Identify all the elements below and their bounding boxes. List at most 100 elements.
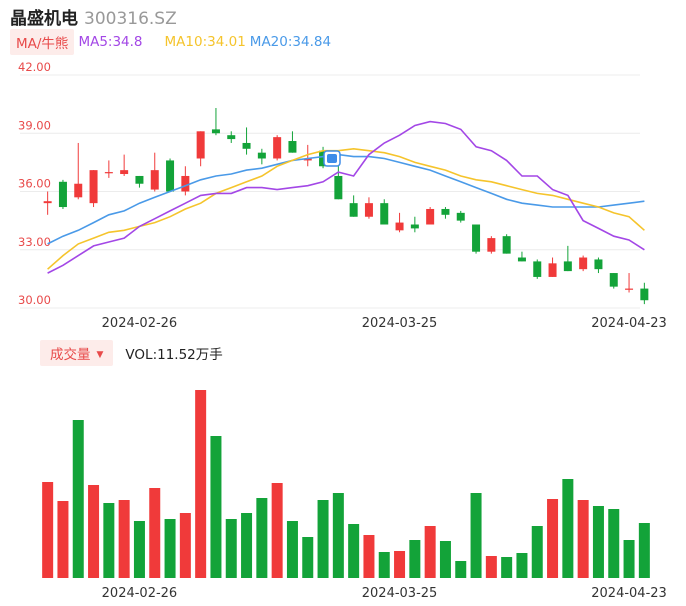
candle-body[interactable] bbox=[273, 137, 282, 159]
volume-bar[interactable] bbox=[164, 519, 176, 578]
candle-body[interactable] bbox=[426, 208, 435, 225]
volume-bar[interactable] bbox=[149, 488, 161, 578]
volume-bar[interactable] bbox=[516, 553, 528, 578]
volume-bar[interactable] bbox=[88, 485, 100, 578]
candle-body[interactable] bbox=[120, 170, 129, 175]
volume-bar[interactable] bbox=[363, 535, 375, 578]
volume-bar[interactable] bbox=[118, 500, 130, 578]
candle-body[interactable] bbox=[349, 203, 358, 217]
volume-bar[interactable] bbox=[577, 500, 589, 578]
volume-bar[interactable] bbox=[409, 540, 421, 578]
candle-body[interactable] bbox=[502, 236, 511, 254]
candle-body[interactable] bbox=[579, 257, 588, 270]
volume-bar[interactable] bbox=[302, 537, 314, 578]
volume-bar[interactable] bbox=[439, 541, 451, 578]
candle-body[interactable] bbox=[395, 222, 404, 231]
price-tick-label: 42.00 bbox=[18, 60, 51, 74]
volume-bar[interactable] bbox=[562, 479, 574, 578]
volume-bar[interactable] bbox=[531, 526, 543, 578]
volume-bar[interactable] bbox=[424, 526, 436, 578]
candle-body[interactable] bbox=[181, 175, 190, 192]
volume-bar[interactable] bbox=[286, 521, 298, 578]
candle-body[interactable] bbox=[227, 135, 236, 140]
volume-bar[interactable] bbox=[317, 500, 329, 578]
ma10-line bbox=[47, 147, 645, 270]
candle-body[interactable] bbox=[472, 224, 481, 252]
candle-body[interactable] bbox=[640, 288, 649, 301]
volume-bar[interactable] bbox=[210, 436, 222, 578]
volume-bar[interactable] bbox=[133, 521, 145, 578]
ma-indicator-button[interactable]: MA/牛熊 bbox=[10, 29, 75, 55]
volume-bar[interactable] bbox=[470, 493, 482, 578]
candle-body[interactable] bbox=[135, 175, 144, 184]
volume-bar[interactable] bbox=[42, 482, 54, 578]
price-tick-label: 33.00 bbox=[18, 235, 51, 249]
candle-body[interactable] bbox=[211, 129, 220, 134]
candle-body[interactable] bbox=[487, 238, 496, 252]
candle-body[interactable] bbox=[334, 175, 343, 200]
volume-bar[interactable] bbox=[501, 557, 513, 578]
candle-body[interactable] bbox=[288, 141, 297, 153]
volume-bar[interactable] bbox=[455, 561, 467, 578]
candle-body[interactable] bbox=[89, 170, 98, 204]
volume-bar[interactable] bbox=[623, 540, 635, 578]
volume-bar[interactable] bbox=[179, 513, 191, 578]
volume-bar[interactable] bbox=[592, 506, 604, 578]
candle-body[interactable] bbox=[456, 212, 465, 221]
candle-body[interactable] bbox=[257, 152, 266, 159]
volume-bar[interactable] bbox=[256, 498, 268, 578]
ma5-legend-label: MA5:34.8 bbox=[78, 34, 143, 50]
event-marker-icon[interactable] bbox=[323, 150, 341, 167]
stock-header: 晶盛机电 300316.SZ bbox=[10, 4, 177, 29]
candle-body[interactable] bbox=[364, 203, 373, 217]
price-tick-label: 30.00 bbox=[18, 293, 51, 307]
candle-body[interactable] bbox=[242, 142, 251, 149]
ma10-legend-label: MA10:34.01 bbox=[164, 34, 246, 50]
candle-body[interactable] bbox=[548, 263, 557, 277]
candle-body[interactable] bbox=[74, 183, 83, 198]
dropdown-caret-icon: ▼ bbox=[96, 350, 104, 360]
ma-legend: MA/牛熊 MA5:34.8 MA10:34.01 MA20:34.84 bbox=[10, 29, 331, 55]
volume-bar[interactable] bbox=[271, 483, 283, 578]
ma20-legend-label: MA20:34.84 bbox=[249, 34, 332, 50]
volume-bar[interactable] bbox=[485, 556, 497, 578]
candle-body[interactable] bbox=[410, 224, 419, 229]
candle-body[interactable] bbox=[303, 158, 312, 161]
volume-bar[interactable] bbox=[225, 519, 237, 578]
candle-body[interactable] bbox=[196, 131, 205, 159]
candle-body[interactable] bbox=[563, 261, 572, 272]
candle-body[interactable] bbox=[166, 160, 175, 192]
volume-bar[interactable] bbox=[608, 509, 620, 578]
candle-body[interactable] bbox=[319, 150, 328, 167]
volume-bar[interactable] bbox=[241, 513, 253, 578]
candle-body[interactable] bbox=[150, 170, 159, 190]
volume-indicator-label: 成交量 bbox=[50, 347, 91, 363]
volume-bar[interactable] bbox=[103, 503, 115, 578]
candle-body[interactable] bbox=[104, 172, 113, 174]
price-tick-label: 36.00 bbox=[18, 177, 51, 191]
volume-bar[interactable] bbox=[195, 390, 207, 578]
candle-body[interactable] bbox=[441, 208, 450, 215]
stock-name: 晶盛机电 bbox=[10, 9, 78, 29]
volume-bar[interactable] bbox=[348, 524, 360, 578]
volume-bar[interactable] bbox=[332, 493, 344, 578]
x-tick-label-volume: 2024-03-25 bbox=[362, 586, 438, 601]
volume-bar[interactable] bbox=[57, 501, 69, 578]
volume-bar[interactable] bbox=[72, 420, 84, 578]
candle-body[interactable] bbox=[533, 261, 542, 277]
candle-body[interactable] bbox=[609, 273, 618, 287]
volume-indicator-dropdown[interactable]: 成交量 ▼ bbox=[40, 340, 114, 366]
candle-body[interactable] bbox=[594, 259, 603, 270]
candle-body[interactable] bbox=[58, 181, 67, 208]
volume-bar[interactable] bbox=[378, 552, 390, 578]
x-tick-label: 2024-02-26 bbox=[102, 316, 178, 331]
volume-value: VOL:11.52万手 bbox=[125, 347, 223, 363]
candle-body[interactable] bbox=[625, 288, 634, 290]
candle-body[interactable] bbox=[517, 257, 526, 262]
volume-bar[interactable] bbox=[394, 551, 406, 578]
volume-bar[interactable] bbox=[547, 499, 559, 578]
candle-body[interactable] bbox=[380, 203, 389, 225]
candle-body[interactable] bbox=[43, 201, 52, 204]
volume-bar[interactable] bbox=[638, 523, 650, 578]
